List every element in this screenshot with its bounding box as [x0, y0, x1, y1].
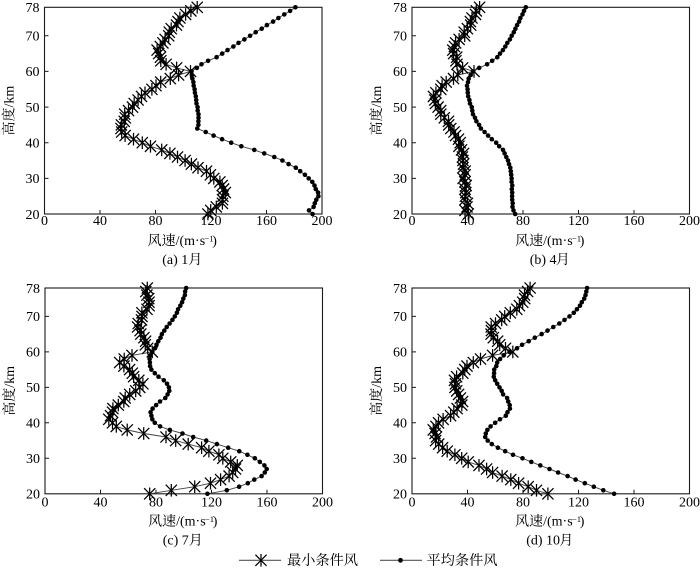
svg-text:/km: /km — [370, 366, 385, 388]
svg-text:): ) — [212, 234, 217, 249]
svg-text:40: 40 — [393, 137, 407, 152]
svg-text:60: 60 — [393, 346, 407, 361]
svg-text:/(m·s: /(m·s — [543, 234, 573, 249]
svg-text:30: 30 — [26, 172, 40, 187]
svg-text:0: 0 — [42, 495, 49, 510]
svg-text:30: 30 — [393, 452, 407, 467]
svg-text:(b) 4: (b) 4 — [530, 253, 557, 268]
svg-text:120: 120 — [201, 495, 222, 510]
svg-text:60: 60 — [26, 65, 40, 80]
svg-text:60: 60 — [393, 65, 407, 80]
svg-text:20: 20 — [26, 208, 40, 223]
svg-text:50: 50 — [26, 381, 40, 396]
svg-text:40: 40 — [393, 417, 407, 432]
svg-text:−1: −1 — [204, 233, 213, 243]
svg-text:200: 200 — [679, 214, 700, 229]
svg-text:120: 120 — [568, 214, 589, 229]
svg-text:70: 70 — [393, 30, 407, 45]
svg-text:/km: /km — [370, 86, 385, 108]
svg-text:160: 160 — [624, 214, 645, 229]
svg-text:40: 40 — [26, 137, 40, 152]
svg-text:0: 0 — [409, 214, 416, 229]
svg-text:50: 50 — [393, 101, 407, 116]
svg-text:160: 160 — [257, 495, 278, 510]
svg-text:/km: /km — [3, 86, 18, 108]
svg-text:(c) 7: (c) 7 — [163, 534, 189, 549]
svg-text:50: 50 — [393, 381, 407, 396]
svg-text:20: 20 — [393, 488, 407, 503]
svg-text:0: 0 — [41, 214, 48, 229]
svg-text:40: 40 — [26, 417, 40, 432]
svg-text:160: 160 — [256, 214, 277, 229]
svg-text:20: 20 — [26, 488, 40, 503]
svg-text:0: 0 — [409, 495, 416, 510]
svg-text:200: 200 — [679, 495, 700, 510]
svg-text:30: 30 — [393, 172, 407, 187]
svg-text:60: 60 — [26, 346, 40, 361]
svg-text:78: 78 — [26, 282, 40, 297]
svg-text:80: 80 — [149, 214, 163, 229]
svg-text:−1: −1 — [205, 514, 214, 524]
svg-text:200: 200 — [312, 214, 333, 229]
svg-text:−1: −1 — [572, 233, 581, 243]
svg-text:70: 70 — [26, 310, 40, 325]
svg-text:−1: −1 — [572, 514, 581, 524]
svg-text:40: 40 — [461, 495, 475, 510]
svg-text:78: 78 — [393, 1, 407, 16]
svg-text:200: 200 — [312, 495, 333, 510]
svg-text:40: 40 — [94, 495, 108, 510]
svg-text:/km: /km — [3, 366, 18, 388]
svg-text:20: 20 — [393, 208, 407, 223]
svg-text:80: 80 — [149, 495, 163, 510]
svg-text:(d) 10: (d) 10 — [526, 534, 560, 549]
svg-text:30: 30 — [26, 452, 40, 467]
svg-text:/(m·s: /(m·s — [176, 515, 206, 530]
svg-text:40: 40 — [461, 214, 475, 229]
svg-text:80: 80 — [516, 214, 530, 229]
svg-text:70: 70 — [26, 30, 40, 45]
svg-text:(a) 1: (a) 1 — [162, 253, 188, 268]
svg-text:160: 160 — [624, 495, 645, 510]
svg-text:120: 120 — [201, 214, 222, 229]
svg-text:78: 78 — [26, 1, 40, 16]
svg-text:50: 50 — [26, 101, 40, 116]
svg-text:120: 120 — [568, 495, 589, 510]
svg-text:/(m·s: /(m·s — [543, 515, 573, 530]
svg-text:): ) — [213, 515, 218, 530]
svg-text:78: 78 — [393, 282, 407, 297]
svg-text:): ) — [580, 515, 585, 530]
svg-text:70: 70 — [393, 310, 407, 325]
svg-text:80: 80 — [516, 495, 530, 510]
svg-text:): ) — [580, 234, 585, 249]
svg-text:/(m·s: /(m·s — [176, 234, 206, 249]
svg-text:40: 40 — [93, 214, 107, 229]
